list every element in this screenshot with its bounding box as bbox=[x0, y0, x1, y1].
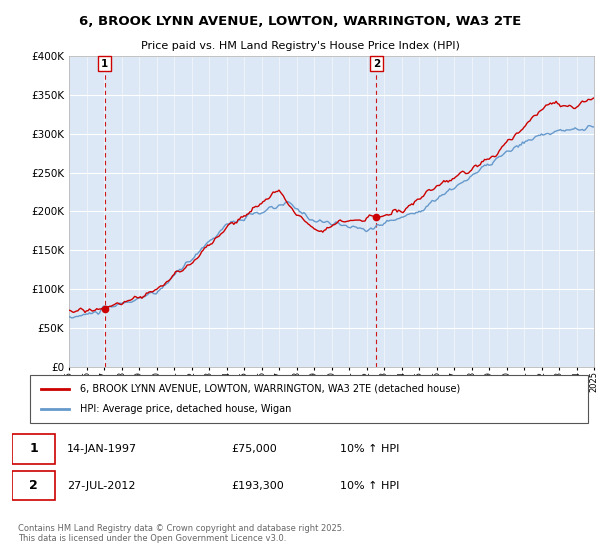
Text: 10% ↑ HPI: 10% ↑ HPI bbox=[340, 444, 400, 454]
Text: 6, BROOK LYNN AVENUE, LOWTON, WARRINGTON, WA3 2TE: 6, BROOK LYNN AVENUE, LOWTON, WARRINGTON… bbox=[79, 15, 521, 28]
FancyBboxPatch shape bbox=[30, 375, 588, 423]
Text: 2: 2 bbox=[373, 59, 380, 69]
Text: 2: 2 bbox=[29, 479, 38, 492]
Text: 6, BROOK LYNN AVENUE, LOWTON, WARRINGTON, WA3 2TE (detached house): 6, BROOK LYNN AVENUE, LOWTON, WARRINGTON… bbox=[80, 384, 460, 394]
FancyBboxPatch shape bbox=[12, 471, 55, 501]
Text: 14-JAN-1997: 14-JAN-1997 bbox=[67, 444, 137, 454]
Text: £75,000: £75,000 bbox=[231, 444, 277, 454]
Text: Contains HM Land Registry data © Crown copyright and database right 2025.
This d: Contains HM Land Registry data © Crown c… bbox=[18, 524, 344, 543]
FancyBboxPatch shape bbox=[12, 434, 55, 464]
Text: Price paid vs. HM Land Registry's House Price Index (HPI): Price paid vs. HM Land Registry's House … bbox=[140, 41, 460, 52]
Text: 1: 1 bbox=[101, 59, 109, 69]
Text: £193,300: £193,300 bbox=[231, 480, 284, 491]
Text: 10% ↑ HPI: 10% ↑ HPI bbox=[340, 480, 400, 491]
Text: 1: 1 bbox=[29, 442, 38, 455]
Text: HPI: Average price, detached house, Wigan: HPI: Average price, detached house, Wiga… bbox=[80, 404, 292, 414]
Text: 27-JUL-2012: 27-JUL-2012 bbox=[67, 480, 135, 491]
